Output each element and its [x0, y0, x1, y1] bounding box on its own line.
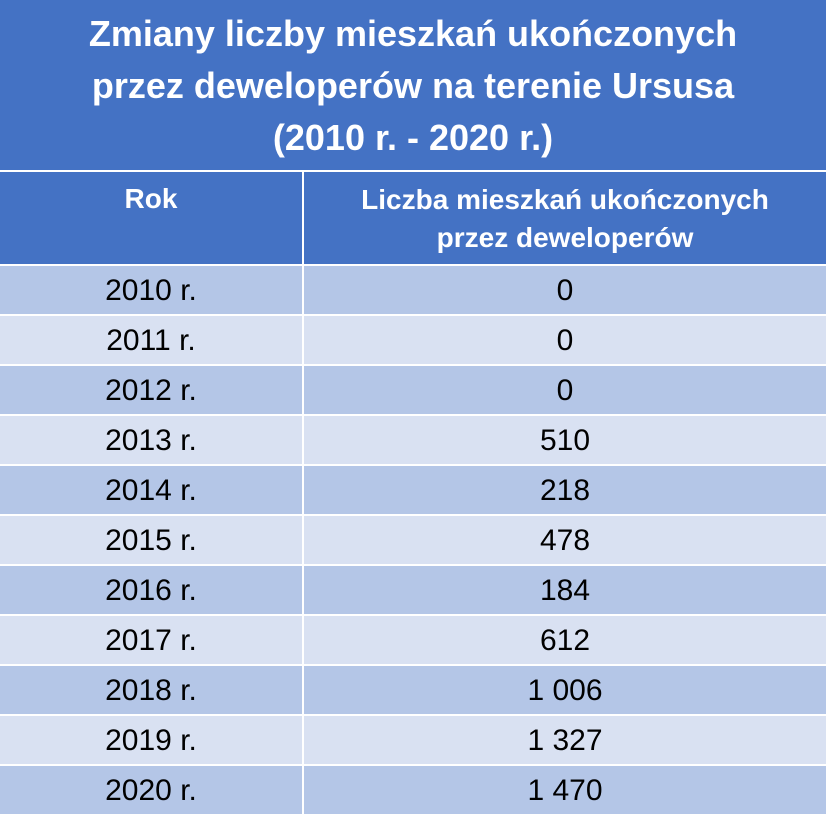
- table-body: 2010 r. 0 2011 r. 0 2012 r. 0 2013 r. 51…: [0, 266, 826, 816]
- count-cell: 218: [539, 474, 591, 507]
- year-cell: 2020 r.: [0, 766, 304, 814]
- column-header-count-line-2: przez deweloperów: [436, 222, 694, 253]
- year-cell: 2015 r.: [0, 516, 304, 564]
- count-cell: 1 006: [527, 674, 603, 707]
- count-cell: 0: [556, 324, 574, 357]
- table-row: 2016 r. 184: [0, 566, 826, 616]
- year-cell: 2012 r.: [0, 366, 304, 414]
- count-cell: 0: [556, 374, 574, 407]
- count-cell: 612: [539, 624, 591, 657]
- table-row: 2013 r. 510: [0, 416, 826, 466]
- column-header-count: Liczba mieszkań ukończonych przez dewelo…: [304, 172, 826, 264]
- count-cell: 184: [539, 574, 591, 607]
- table-row: 2015 r. 478: [0, 516, 826, 566]
- year-cell: 2013 r.: [0, 416, 304, 464]
- table-title: Zmiany liczby mieszkań ukończonych przez…: [0, 0, 826, 170]
- column-header-count-line-1: Liczba mieszkań ukończonych: [361, 184, 769, 215]
- title-line-3: (2010 r. - 2020 r.): [272, 117, 554, 158]
- table-row: 2020 r. 1 470: [0, 766, 826, 816]
- year-cell: 2016 r.: [0, 566, 304, 614]
- title-line-1: Zmiany liczby mieszkań ukończonych: [88, 13, 738, 54]
- table-row: 2017 r. 612: [0, 616, 826, 666]
- column-header-year: Rok: [0, 172, 304, 264]
- table-row: 2019 r. 1 327: [0, 716, 826, 766]
- count-cell: 1 470: [527, 774, 603, 807]
- table-row: 2010 r. 0: [0, 266, 826, 316]
- year-cell: 2018 r.: [0, 666, 304, 714]
- year-cell: 2010 r.: [0, 266, 304, 314]
- title-line-2: przez deweloperów na terenie Ursusa: [91, 65, 735, 106]
- table-row: 2011 r. 0: [0, 316, 826, 366]
- count-cell: 478: [539, 524, 591, 557]
- table-row: 2012 r. 0: [0, 366, 826, 416]
- count-cell: 0: [556, 274, 574, 307]
- year-cell: 2017 r.: [0, 616, 304, 664]
- count-cell: 510: [539, 424, 591, 457]
- table-row: 2014 r. 218: [0, 466, 826, 516]
- year-cell: 2014 r.: [0, 466, 304, 514]
- count-cell: 1 327: [527, 724, 603, 757]
- table-header: Rok Liczba mieszkań ukończonych przez de…: [0, 172, 826, 264]
- table-row: 2018 r. 1 006: [0, 666, 826, 716]
- year-cell: 2019 r.: [0, 716, 304, 764]
- year-cell: 2011 r.: [0, 316, 304, 364]
